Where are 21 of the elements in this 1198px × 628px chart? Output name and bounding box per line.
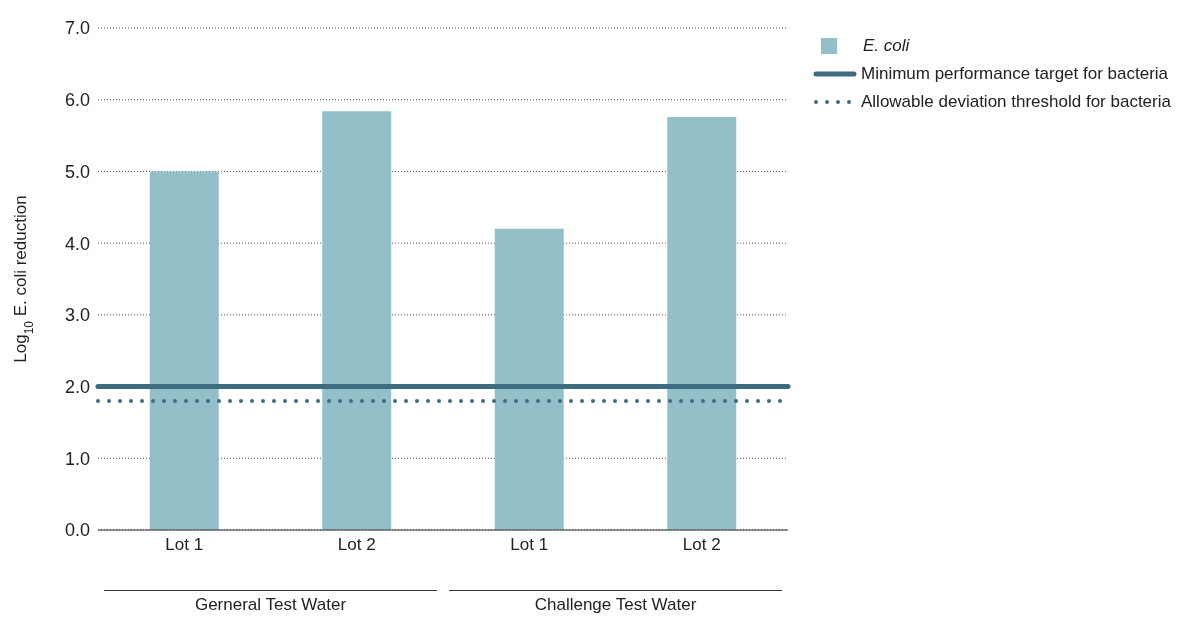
legend-label: E. coli <box>863 35 910 57</box>
legend-label: Allowable deviation threshold for bacteria <box>861 91 1171 113</box>
y-tick-label: 0.0 <box>64 520 90 541</box>
bar <box>322 111 392 530</box>
x-tick-label: Lot 1 <box>510 535 549 555</box>
x-tick-label: Lot 1 <box>165 535 204 555</box>
y-tick-label: 3.0 <box>64 305 90 326</box>
text: Challenge Test Water <box>449 590 782 615</box>
y-tick-label: 5.0 <box>64 161 90 182</box>
bar <box>667 116 737 530</box>
y-tick-label: 1.0 <box>64 448 90 469</box>
bar <box>494 228 564 530</box>
text: Gerneral Test Water <box>104 590 437 615</box>
legend-label: Minimum performance target for bacteria <box>861 63 1169 85</box>
bar <box>149 171 219 530</box>
y-tick-label: 6.0 <box>64 90 90 111</box>
x-tick-label: Lot 2 <box>337 535 376 555</box>
x-tick-label: Lot 2 <box>682 535 721 555</box>
y-tick-label: 4.0 <box>64 233 90 254</box>
y-tick-label: 7.0 <box>64 18 90 39</box>
y-tick-label: 2.0 <box>64 376 90 397</box>
